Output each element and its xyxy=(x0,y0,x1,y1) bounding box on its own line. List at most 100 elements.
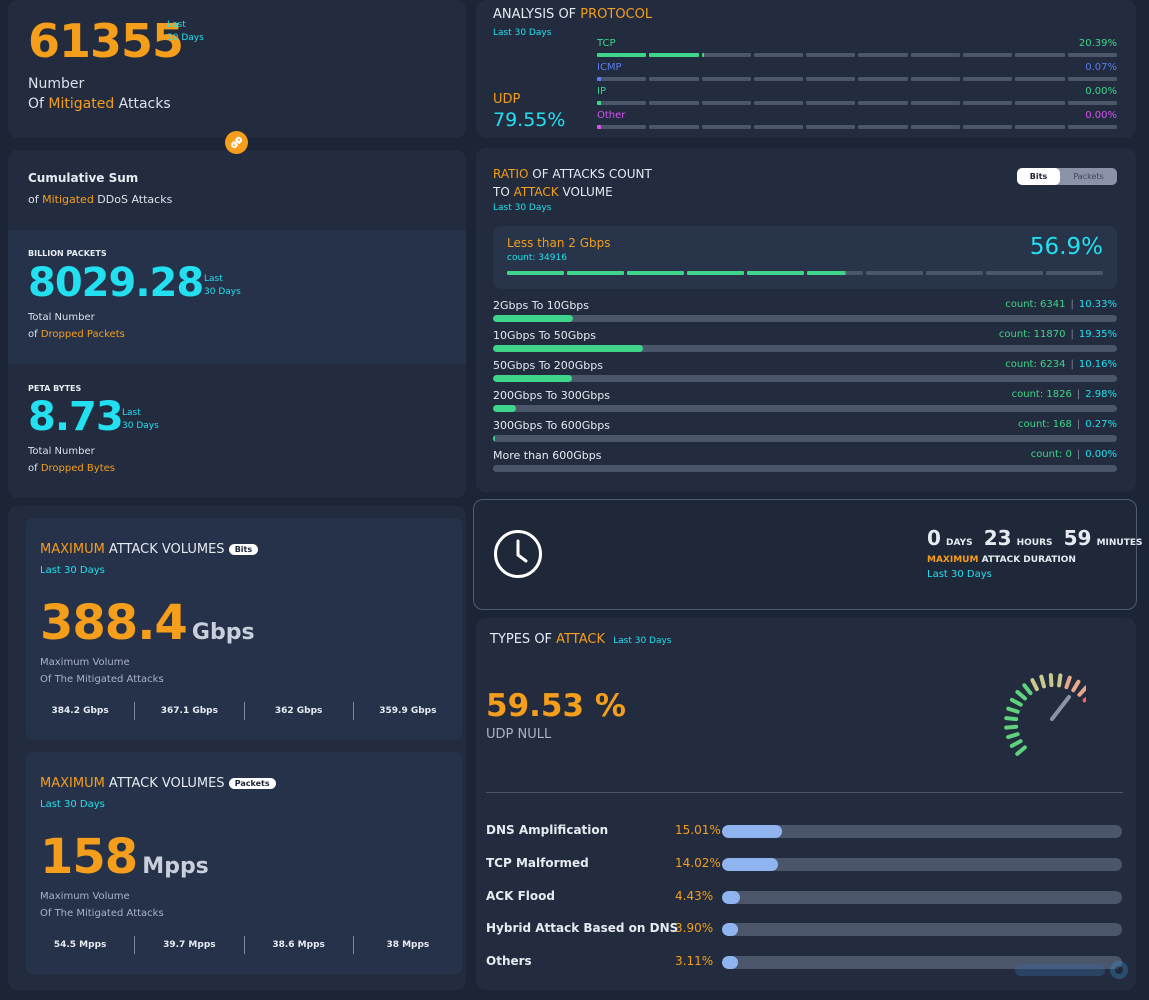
ratio-top-panel: Less than 2 Gbps count: 34916 56.9% xyxy=(493,226,1117,289)
max-bits-title: MAXIMUM ATTACK VOLUMES Bits xyxy=(40,542,259,557)
bar-segment xyxy=(746,271,804,275)
sub-prefix: of xyxy=(28,193,43,206)
attack-type-name: ACK Flood xyxy=(486,888,555,903)
sub-value: 367.1 Gbps xyxy=(134,702,243,720)
max-bits-desc-1: Maximum Volume xyxy=(40,657,130,668)
cumulative-subtitle: of Mitigated DDoS Attacks xyxy=(28,193,172,206)
title-rest: ATTACK VOLUMES xyxy=(104,776,225,791)
bar-segment xyxy=(963,77,1013,81)
packets-value: 8029.28 xyxy=(28,260,204,306)
label-suffix: Attacks xyxy=(114,96,171,112)
packets-unit-label: BILLION PACKETS xyxy=(28,249,107,258)
title-highlight: RATIO xyxy=(493,167,529,181)
protocol-row-name: IP xyxy=(597,86,606,97)
max-volume-bits-card: MAXIMUM ATTACK VOLUMES Bits Last 30 Days… xyxy=(26,518,462,740)
bar-segment xyxy=(1067,77,1117,81)
bar-segment xyxy=(858,53,908,57)
protocol-row-bar xyxy=(597,53,1117,57)
ratio-row-fill xyxy=(493,345,643,352)
protocol-row-value: 0.07% xyxy=(1085,62,1117,73)
attack-type-track xyxy=(722,857,1122,871)
title-highlight: PROTOCOL xyxy=(580,7,653,22)
desc-highlight: Dropped Bytes xyxy=(40,463,115,474)
gauge-tick xyxy=(1006,732,1020,740)
max-packets-title: MAXIMUM ATTACK VOLUMES Packets xyxy=(40,776,276,791)
sub-value: 38 Mpps xyxy=(352,936,462,954)
cumulative-title: Cumulative Sum xyxy=(28,171,139,185)
ratio-row-pct: 19.35% xyxy=(1078,329,1117,340)
ratio-row-name: 300Gbps To 600Gbps xyxy=(493,419,611,432)
separator: | xyxy=(1070,329,1074,340)
duration-title: MAXIMUM ATTACK DURATION xyxy=(927,555,1076,565)
bar-segment xyxy=(753,53,804,57)
attack-type-row: Hybrid Attack Based on DNS 3.90% xyxy=(486,919,1124,939)
ratio-row-count: count: 11870 xyxy=(998,329,1066,340)
protocol-row-bar xyxy=(597,101,1117,105)
link-icon[interactable] xyxy=(225,131,248,154)
ratio-card: RATIO OF ATTACKS COUNT TO ATTACK VOLUME … xyxy=(476,148,1136,492)
protocol-row-icmp: ICMP 0.07% xyxy=(597,62,1117,84)
attack-type-pct: 3.90% xyxy=(675,921,714,936)
protocol-row-name: ICMP xyxy=(597,62,622,73)
period-line-1: Last xyxy=(122,408,141,418)
ratio-row-stat: count: 1826 | 2.98% xyxy=(1012,389,1117,400)
sub-value: 384.2 Gbps xyxy=(51,706,109,716)
duration-card: 0 DAYS 23 HOURS 59 MINUTES MAXIMUM ATTAC… xyxy=(473,499,1142,610)
bar-segment xyxy=(1067,125,1117,129)
minutes-value: 59 xyxy=(1063,526,1092,550)
ratio-row-fill xyxy=(493,405,517,412)
ratio-row: 10Gbps To 50Gbps count: 11870 | 19.35% xyxy=(493,329,1117,359)
toggle-packets[interactable]: Packets xyxy=(1073,172,1104,181)
ratio-row-pct: 0.27% xyxy=(1085,419,1117,430)
sub-highlight: Mitigated xyxy=(42,193,94,206)
dropped-bytes-panel: PETA BYTES 8.73 Last 30 Days Total Numbe… xyxy=(8,364,466,498)
max-packets-desc-2: Of The Mitigated Attacks xyxy=(40,908,164,919)
bar-segment xyxy=(806,125,856,129)
top-name: Less than 2 Gbps xyxy=(507,236,611,250)
attack-type-name: Others xyxy=(486,954,532,969)
ratio-row-track xyxy=(493,435,1117,442)
bar-segment xyxy=(910,101,961,105)
gauge-tick xyxy=(1071,679,1081,693)
bytes-desc-1: Total Number xyxy=(28,446,95,457)
bar-segment xyxy=(597,125,647,129)
attack-type-fill xyxy=(722,923,738,937)
gauge-icon-glyph xyxy=(1004,673,1100,756)
types-title: TYPES OF ATTACK Last 30 Days xyxy=(490,632,672,648)
protocol-row-name: TCP xyxy=(597,38,616,49)
bar-segment xyxy=(701,77,751,81)
attack-type-row: ACK Flood 4.43% xyxy=(486,887,1124,907)
attack-type-pct: 4.43% xyxy=(675,888,714,903)
gauge-tick xyxy=(1004,716,1019,722)
desc-prefix: of xyxy=(28,329,41,340)
bar-segment xyxy=(1067,53,1117,57)
gauge-icon xyxy=(996,668,1100,767)
packets-pill: Packets xyxy=(228,778,276,789)
ratio-row-track xyxy=(493,375,1117,382)
mitigated-label-2: Of Mitigated Attacks xyxy=(28,96,171,112)
bar-segment xyxy=(626,271,684,275)
ratio-row-name: More than 600Gbps xyxy=(493,449,602,462)
toggle-bits[interactable]: Bits xyxy=(1017,168,1060,185)
ratio-row-count: count: 1826 xyxy=(1011,389,1072,400)
attack-type-fill xyxy=(722,825,783,838)
separator: | xyxy=(1076,389,1081,400)
gauge-tick xyxy=(1077,685,1089,697)
period-line-2: 30 Days xyxy=(122,421,159,431)
bar-segment xyxy=(866,271,924,275)
attack-type-pct: 14.02% xyxy=(675,855,721,870)
separator: | xyxy=(1070,299,1074,310)
attack-type-name: Hybrid Attack Based on DNS xyxy=(486,921,679,936)
title-prefix: TYPES OF xyxy=(490,632,557,647)
ratio-row-fill xyxy=(493,375,572,382)
max-bits-value: 388.4 xyxy=(40,595,188,651)
protocol-period: Last 30 Days xyxy=(493,28,552,38)
bar-segment xyxy=(649,53,699,57)
mitigated-label-1: Number xyxy=(28,76,85,92)
attack-type-pct: 15.01% xyxy=(675,823,721,837)
ratio-row: 2Gbps To 10Gbps count: 6341 | 10.33% xyxy=(493,299,1117,329)
attack-type-fill xyxy=(722,857,779,871)
link-icon-glyph xyxy=(231,136,242,149)
ratio-row-count: count: 6234 xyxy=(1005,359,1066,370)
protocol-row-bar xyxy=(597,125,1117,129)
